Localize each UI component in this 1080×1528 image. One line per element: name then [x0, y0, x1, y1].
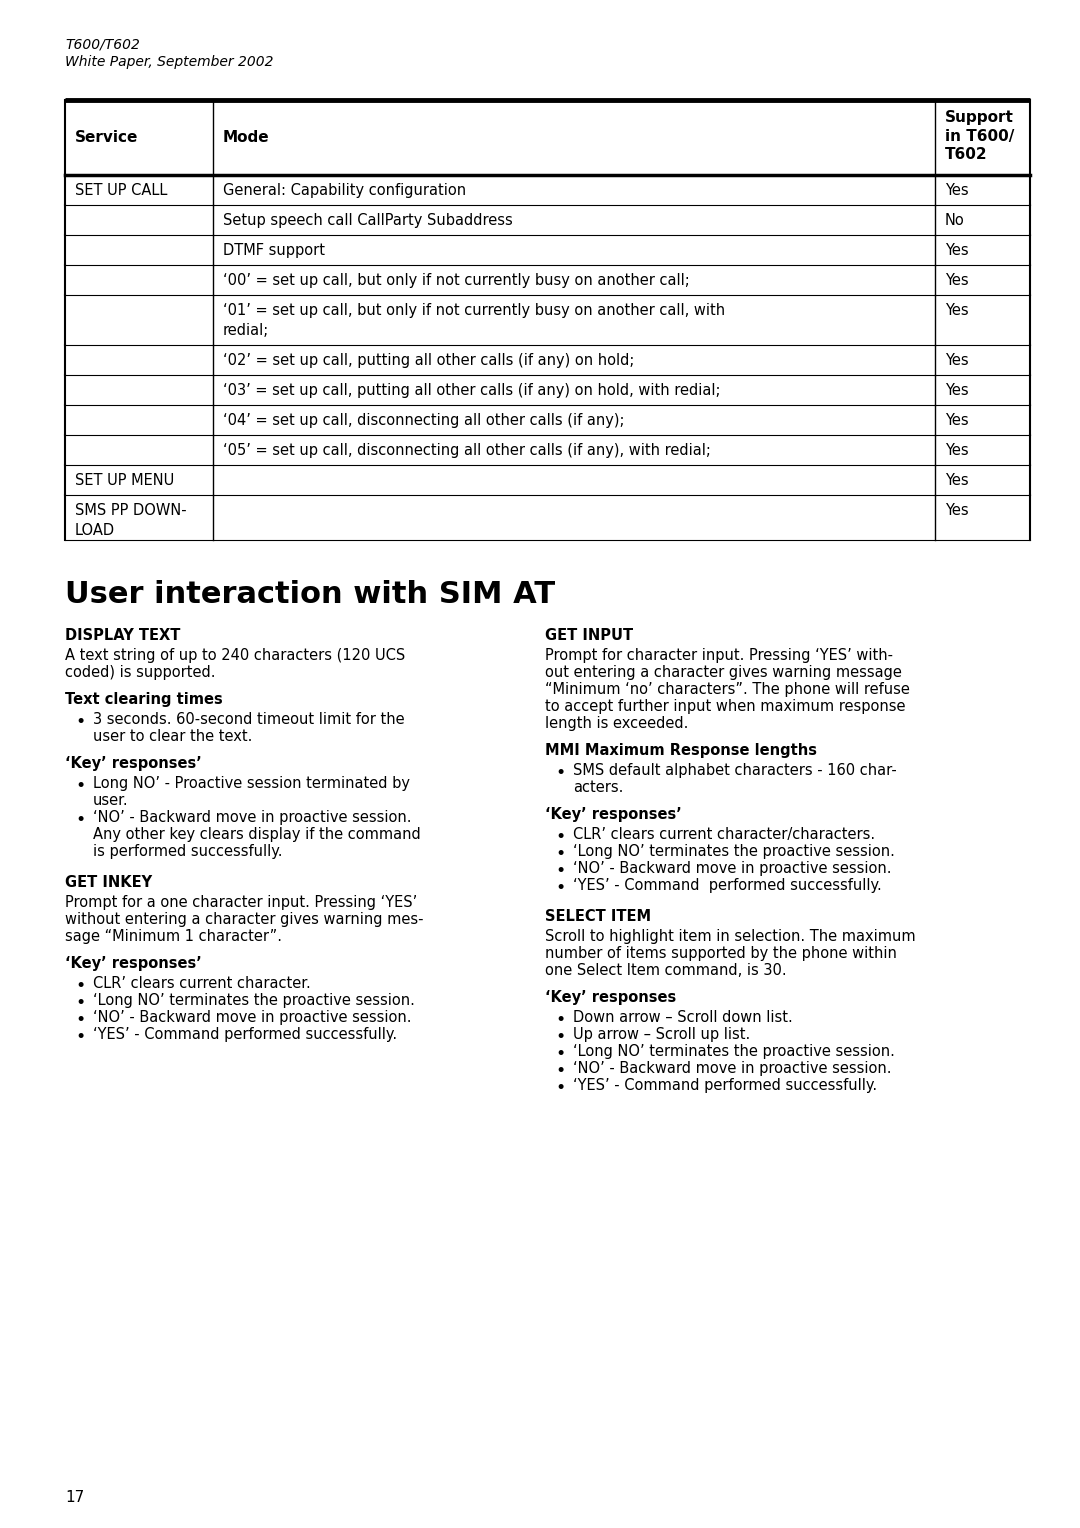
- Text: 3 seconds. 60-second timeout limit for the: 3 seconds. 60-second timeout limit for t…: [93, 712, 405, 727]
- Text: •: •: [555, 1028, 565, 1047]
- Text: ‘NO’ - Backward move in proactive session.: ‘NO’ - Backward move in proactive sessio…: [93, 1010, 411, 1025]
- Text: T600/T602: T600/T602: [65, 38, 140, 52]
- Text: Yes: Yes: [945, 413, 969, 428]
- Text: Yes: Yes: [945, 274, 969, 287]
- Text: •: •: [555, 764, 565, 782]
- Text: •: •: [75, 995, 85, 1012]
- Text: Yes: Yes: [945, 183, 969, 199]
- Text: •: •: [555, 1079, 565, 1097]
- Text: Yes: Yes: [945, 474, 969, 487]
- Text: CLR’ clears current character.: CLR’ clears current character.: [93, 976, 311, 992]
- Text: 17: 17: [65, 1490, 84, 1505]
- Text: •: •: [75, 811, 85, 830]
- Text: Support
in T600/
T602: Support in T600/ T602: [945, 110, 1014, 162]
- Text: out entering a character gives warning message: out entering a character gives warning m…: [545, 665, 902, 680]
- Text: ‘Long NO’ terminates the proactive session.: ‘Long NO’ terminates the proactive sessi…: [93, 993, 415, 1008]
- Text: •: •: [555, 1045, 565, 1063]
- Text: without entering a character gives warning mes-: without entering a character gives warni…: [65, 912, 423, 927]
- Text: ‘NO’ - Backward move in proactive session.: ‘NO’ - Backward move in proactive sessio…: [573, 1060, 891, 1076]
- Text: Prompt for character input. Pressing ‘YES’ with-: Prompt for character input. Pressing ‘YE…: [545, 648, 893, 663]
- Text: •: •: [555, 828, 565, 847]
- Text: No: No: [945, 212, 964, 228]
- Text: ‘02’ = set up call, putting all other calls (if any) on hold;: ‘02’ = set up call, putting all other ca…: [222, 353, 634, 368]
- Text: SMS PP DOWN-
LOAD: SMS PP DOWN- LOAD: [75, 503, 187, 538]
- Text: ‘Long NO’ terminates the proactive session.: ‘Long NO’ terminates the proactive sessi…: [573, 1044, 895, 1059]
- Text: •: •: [75, 714, 85, 730]
- Text: is performed successfully.: is performed successfully.: [93, 843, 283, 859]
- Text: •: •: [75, 1028, 85, 1047]
- Text: Down arrow – Scroll down list.: Down arrow – Scroll down list.: [573, 1010, 793, 1025]
- Text: User interaction with SIM AT: User interaction with SIM AT: [65, 581, 555, 610]
- Text: A text string of up to 240 characters (120 UCS: A text string of up to 240 characters (1…: [65, 648, 405, 663]
- Text: Up arrow – Scroll up list.: Up arrow – Scroll up list.: [573, 1027, 751, 1042]
- Text: •: •: [555, 879, 565, 897]
- Text: SELECT ITEM: SELECT ITEM: [545, 909, 651, 924]
- Text: SMS default alphabet characters - 160 char-: SMS default alphabet characters - 160 ch…: [573, 762, 896, 778]
- Text: ‘00’ = set up call, but only if not currently busy on another call;: ‘00’ = set up call, but only if not curr…: [222, 274, 690, 287]
- Text: SET UP CALL: SET UP CALL: [75, 183, 167, 199]
- Text: one Select Item command, is 30.: one Select Item command, is 30.: [545, 963, 786, 978]
- Text: CLR’ clears current character/characters.: CLR’ clears current character/characters…: [573, 827, 875, 842]
- Text: user.: user.: [93, 793, 129, 808]
- Text: ‘Key’ responses’: ‘Key’ responses’: [65, 957, 202, 970]
- Text: ‘Long NO’ terminates the proactive session.: ‘Long NO’ terminates the proactive sessi…: [573, 843, 895, 859]
- Text: White Paper, September 2002: White Paper, September 2002: [65, 55, 273, 69]
- Text: Yes: Yes: [945, 303, 969, 318]
- Text: Service: Service: [75, 130, 138, 145]
- Text: ‘Key’ responses’: ‘Key’ responses’: [65, 756, 202, 772]
- Text: acters.: acters.: [573, 779, 623, 795]
- Text: ‘YES’ - Command  performed successfully.: ‘YES’ - Command performed successfully.: [573, 879, 881, 892]
- Text: Yes: Yes: [945, 384, 969, 397]
- Text: •: •: [555, 845, 565, 863]
- Text: GET INKEY: GET INKEY: [65, 876, 152, 889]
- Text: number of items supported by the phone within: number of items supported by the phone w…: [545, 946, 896, 961]
- Text: Mode: Mode: [222, 130, 270, 145]
- Text: •: •: [75, 778, 85, 795]
- Text: Setup speech call CallParty Subaddress: Setup speech call CallParty Subaddress: [222, 212, 513, 228]
- Text: coded) is supported.: coded) is supported.: [65, 665, 216, 680]
- Text: Yes: Yes: [945, 353, 969, 368]
- Text: Any other key clears display if the command: Any other key clears display if the comm…: [93, 827, 421, 842]
- Text: Text clearing times: Text clearing times: [65, 692, 222, 707]
- Text: General: Capability configuration: General: Capability configuration: [222, 183, 467, 199]
- Text: DISPLAY TEXT: DISPLAY TEXT: [65, 628, 180, 643]
- Text: ‘NO’ - Backward move in proactive session.: ‘NO’ - Backward move in proactive sessio…: [93, 810, 411, 825]
- Text: •: •: [75, 976, 85, 995]
- Text: ‘Key’ responses’: ‘Key’ responses’: [545, 807, 681, 822]
- Text: •: •: [75, 1012, 85, 1028]
- Text: SET UP MENU: SET UP MENU: [75, 474, 174, 487]
- Text: user to clear the text.: user to clear the text.: [93, 729, 253, 744]
- Text: length is exceeded.: length is exceeded.: [545, 717, 688, 730]
- Text: ‘01’ = set up call, but only if not currently busy on another call, with
redial;: ‘01’ = set up call, but only if not curr…: [222, 303, 725, 338]
- Text: “Minimum ‘no’ characters”. The phone will refuse: “Minimum ‘no’ characters”. The phone wil…: [545, 681, 909, 697]
- Text: ‘Key’ responses: ‘Key’ responses: [545, 990, 676, 1005]
- Text: ‘05’ = set up call, disconnecting all other calls (if any), with redial;: ‘05’ = set up call, disconnecting all ot…: [222, 443, 711, 458]
- Text: •: •: [555, 1062, 565, 1080]
- Text: sage “Minimum 1 character”.: sage “Minimum 1 character”.: [65, 929, 282, 944]
- Text: Scroll to highlight item in selection. The maximum: Scroll to highlight item in selection. T…: [545, 929, 916, 944]
- Text: ‘YES’ - Command performed successfully.: ‘YES’ - Command performed successfully.: [93, 1027, 397, 1042]
- Text: Long NO’ - Proactive session terminated by: Long NO’ - Proactive session terminated …: [93, 776, 410, 792]
- Text: ‘03’ = set up call, putting all other calls (if any) on hold, with redial;: ‘03’ = set up call, putting all other ca…: [222, 384, 720, 397]
- Text: to accept further input when maximum response: to accept further input when maximum res…: [545, 698, 905, 714]
- Text: DTMF support: DTMF support: [222, 243, 325, 258]
- Text: •: •: [555, 1012, 565, 1028]
- Text: Yes: Yes: [945, 243, 969, 258]
- Text: Yes: Yes: [945, 503, 969, 518]
- Text: MMI Maximum Response lengths: MMI Maximum Response lengths: [545, 743, 816, 758]
- Text: •: •: [555, 862, 565, 880]
- Text: ‘04’ = set up call, disconnecting all other calls (if any);: ‘04’ = set up call, disconnecting all ot…: [222, 413, 624, 428]
- Text: Yes: Yes: [945, 443, 969, 458]
- Text: ‘NO’ - Backward move in proactive session.: ‘NO’ - Backward move in proactive sessio…: [573, 860, 891, 876]
- Text: ‘YES’ - Command performed successfully.: ‘YES’ - Command performed successfully.: [573, 1077, 877, 1093]
- Text: Prompt for a one character input. Pressing ‘YES’: Prompt for a one character input. Pressi…: [65, 895, 417, 911]
- Text: GET INPUT: GET INPUT: [545, 628, 633, 643]
